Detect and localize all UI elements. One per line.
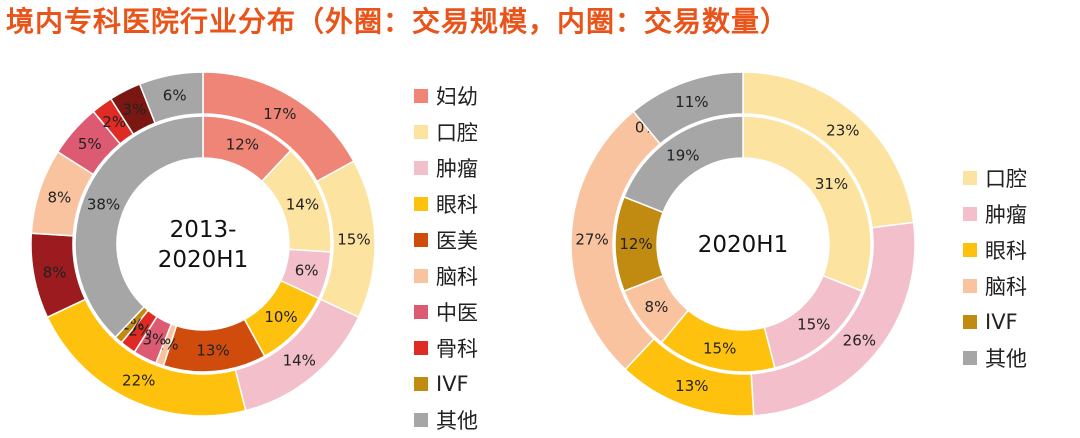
chart2-inner-label-2: 15% xyxy=(703,339,736,357)
legend-swatch xyxy=(963,351,977,365)
chart1-outer-label-4: 8% xyxy=(43,263,67,281)
chart1-center-label-1: 2020H1 xyxy=(158,247,248,273)
chart1-inner-label-2: 6% xyxy=(295,262,319,280)
chart1-outer-slice-9 xyxy=(138,71,204,125)
legend-swatch xyxy=(414,197,428,211)
chart1-inner-label-9: 38% xyxy=(87,196,120,214)
chart1-legend-item-8: IVF xyxy=(414,366,478,402)
chart2-inner-label-1: 15% xyxy=(797,315,830,333)
legend-swatch xyxy=(963,207,977,221)
legend-label: 其他 xyxy=(985,347,1027,371)
chart1-legend-item-4: 医美 xyxy=(414,222,478,258)
legend-swatch xyxy=(963,171,977,185)
chart2-inner-label-5: 19% xyxy=(666,147,699,165)
legend-label: IVF xyxy=(436,372,469,396)
chart1-outer-label-1: 15% xyxy=(337,230,370,248)
legend-label: IVF xyxy=(985,310,1018,334)
chart1-outer-label-9: 6% xyxy=(163,87,187,105)
chart1-center-label-0: 2013- xyxy=(170,217,237,243)
chart1-outer-label-3: 22% xyxy=(122,372,155,390)
legend-label: 骨科 xyxy=(436,337,478,361)
donut-chart-2013-2020h1: 17%15%14%22%8%8%5%2%3%6%12%14%6%10%13%1%… xyxy=(30,71,376,417)
legend-label: 医美 xyxy=(436,229,478,253)
chart1-outer-label-2: 14% xyxy=(283,351,316,369)
legend-swatch xyxy=(414,161,428,175)
legend-label: 眼科 xyxy=(985,239,1027,263)
legend-swatch xyxy=(414,89,428,103)
chart2-outer-label-0: 23% xyxy=(826,122,859,140)
legend-label: 脑科 xyxy=(985,275,1027,299)
chart2-outer-slice-5 xyxy=(632,71,744,145)
chart1-inner-label-6: 3% xyxy=(143,330,167,348)
chart1-inner-label-4: 13% xyxy=(196,342,229,360)
chart1-legend-item-2: 肿瘤 xyxy=(414,150,478,186)
chart1-inner-label-3: 10% xyxy=(264,308,297,326)
legend-swatch xyxy=(414,305,428,319)
legend-label: 中医 xyxy=(436,301,478,325)
chart1-inner-label-1: 14% xyxy=(286,196,319,214)
chart1-legend-item-5: 脑科 xyxy=(414,258,478,294)
chart2-legend-item-3: 脑科 xyxy=(963,268,1027,304)
legend-2013-2020h1: 妇幼口腔肿瘤眼科医美脑科中医骨科 IVF 其他 xyxy=(414,78,478,438)
chart2-center-label-0: 2020H1 xyxy=(698,232,788,258)
chart1-outer-label-6: 5% xyxy=(78,135,102,153)
chart2-outer-label-1: 26% xyxy=(843,331,876,349)
chart2-legend-item-5: 其他 xyxy=(963,340,1027,376)
chart2-inner-label-4: 12% xyxy=(619,235,652,253)
legend-swatch xyxy=(414,377,428,391)
chart1-outer-label-7: 2% xyxy=(102,113,126,131)
donut-chart-2020h1: 23%26%13%27%0%11%31%15%15%8%12%19%2020H1 xyxy=(570,71,916,417)
legend-label: 妇幼 xyxy=(436,85,478,109)
legend-label: 肿瘤 xyxy=(436,157,478,181)
legend-label: 肿瘤 xyxy=(985,203,1027,227)
legend-swatch xyxy=(963,243,977,257)
chart1-legend-item-3: 眼科 xyxy=(414,186,478,222)
chart1-outer-label-0: 17% xyxy=(263,105,296,123)
chart1-legend-item-6: 中医 xyxy=(414,294,478,330)
legend-swatch xyxy=(963,315,977,329)
chart1-inner-slice-9 xyxy=(74,115,204,339)
chart2-outer-label-5: 11% xyxy=(675,93,708,111)
legend-swatch xyxy=(963,279,977,293)
chart2-inner-label-3: 8% xyxy=(645,298,669,316)
chart1-inner-label-0: 12% xyxy=(226,136,259,154)
legend-2020h1: 口腔肿瘤眼科脑科 IVF 其他 xyxy=(963,160,1027,376)
chart2-outer-label-3: 27% xyxy=(575,230,608,248)
legend-label: 口腔 xyxy=(985,167,1027,191)
legend-swatch xyxy=(414,233,428,247)
chart2-inner-slice-5 xyxy=(623,115,744,214)
chart1-legend-item-0: 妇幼 xyxy=(414,78,478,114)
chart1-legend-item-9: 其他 xyxy=(414,402,478,438)
chart-title: 境内专科医院行业分布（外圈：交易规模，内圈：交易数量） xyxy=(6,5,790,38)
legend-swatch xyxy=(414,413,428,427)
chart1-legend-item-1: 口腔 xyxy=(414,114,478,150)
legend-label: 眼科 xyxy=(436,193,478,217)
chart2-legend-item-2: 眼科 xyxy=(963,232,1027,268)
legend-swatch xyxy=(414,341,428,355)
legend-label: 其他 xyxy=(436,409,478,433)
chart2-legend-item-0: 口腔 xyxy=(963,160,1027,196)
chart1-outer-label-5: 8% xyxy=(47,188,71,206)
chart2-inner-label-0: 31% xyxy=(815,175,848,193)
legend-swatch xyxy=(414,125,428,139)
chart2-legend-item-1: 肿瘤 xyxy=(963,196,1027,232)
chart1-outer-label-8: 3% xyxy=(123,100,147,118)
legend-label: 脑科 xyxy=(436,265,478,289)
legend-swatch xyxy=(414,269,428,283)
chart2-inner-slice-0 xyxy=(742,115,872,293)
chart2-outer-label-2: 13% xyxy=(675,377,708,395)
legend-label: 口腔 xyxy=(436,121,478,145)
chart2-legend-item-4: IVF xyxy=(963,304,1027,340)
chart1-legend-item-7: 骨科 xyxy=(414,330,478,366)
